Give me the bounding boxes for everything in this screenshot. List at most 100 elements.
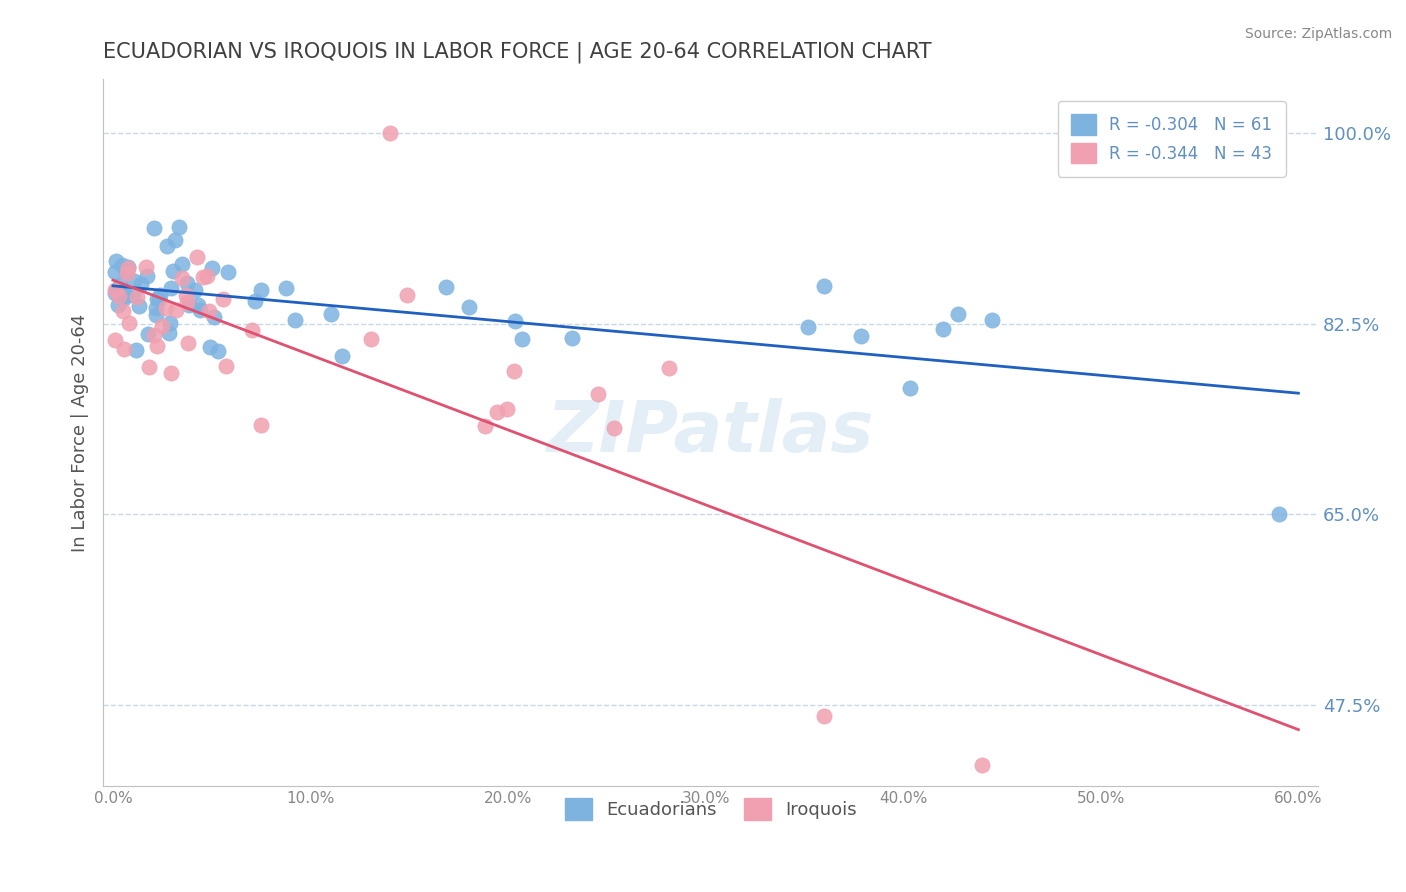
Point <box>107 285 129 300</box>
Point <box>211 292 233 306</box>
Point <box>360 332 382 346</box>
Point <box>474 418 496 433</box>
Point <box>330 349 353 363</box>
Point <box>115 266 138 280</box>
Point <box>586 387 609 401</box>
Point <box>149 288 172 302</box>
Point <box>142 221 165 235</box>
Point <box>496 402 519 417</box>
Point <box>138 359 160 374</box>
Point <box>561 331 583 345</box>
Point <box>111 304 134 318</box>
Point <box>198 304 221 318</box>
Point <box>146 339 169 353</box>
Legend: Ecuadorians, Iroquois: Ecuadorians, Iroquois <box>550 783 872 834</box>
Point <box>195 268 218 283</box>
Point <box>190 303 212 318</box>
Point <box>160 366 183 380</box>
Point <box>505 314 527 328</box>
Point <box>202 310 225 324</box>
Point <box>108 289 131 303</box>
Point <box>217 265 239 279</box>
Point <box>145 301 167 315</box>
Point <box>104 286 127 301</box>
Point <box>240 323 263 337</box>
Point <box>104 334 127 348</box>
Point <box>187 298 209 312</box>
Point <box>111 258 134 272</box>
Point <box>214 359 236 373</box>
Point <box>932 322 955 336</box>
Point <box>813 278 835 293</box>
Point <box>142 328 165 343</box>
Point <box>249 417 271 432</box>
Point <box>169 220 191 235</box>
Point <box>165 303 187 318</box>
Point <box>395 287 418 301</box>
Point <box>243 293 266 308</box>
Point <box>165 233 187 247</box>
Point <box>284 313 307 327</box>
Point <box>159 316 181 330</box>
Point <box>972 757 994 772</box>
Point <box>849 329 872 343</box>
Point <box>118 317 141 331</box>
Text: Source: ZipAtlas.com: Source: ZipAtlas.com <box>1244 27 1392 41</box>
Point <box>145 308 167 322</box>
Point <box>981 313 1004 327</box>
Point <box>135 268 157 283</box>
Point <box>797 319 820 334</box>
Point <box>170 270 193 285</box>
Point <box>177 298 200 312</box>
Point <box>198 340 221 354</box>
Point <box>201 260 224 275</box>
Point <box>813 708 835 723</box>
Point <box>186 251 208 265</box>
Point <box>1267 507 1289 521</box>
Point <box>157 326 180 340</box>
Point <box>125 343 148 358</box>
Point <box>122 274 145 288</box>
Point <box>108 278 131 293</box>
Point <box>145 293 167 307</box>
Point <box>193 269 215 284</box>
Point <box>898 381 921 395</box>
Point <box>104 254 127 268</box>
Point <box>122 288 145 302</box>
Point <box>458 301 481 315</box>
Point <box>378 126 401 140</box>
Point <box>503 364 526 378</box>
Point <box>150 318 173 333</box>
Point <box>129 277 152 291</box>
Point <box>112 342 135 356</box>
Y-axis label: In Labor Force | Age 20-64: In Labor Force | Age 20-64 <box>72 313 89 551</box>
Point <box>321 307 343 321</box>
Point <box>104 284 127 298</box>
Point <box>177 335 200 350</box>
Point <box>176 276 198 290</box>
Point <box>148 293 170 307</box>
Point <box>160 280 183 294</box>
Point <box>104 265 127 279</box>
Point <box>946 308 969 322</box>
Point <box>162 264 184 278</box>
Point <box>658 361 681 376</box>
Point <box>136 326 159 341</box>
Point <box>128 298 150 312</box>
Point <box>184 283 207 297</box>
Point <box>156 239 179 253</box>
Text: ZIPatlas: ZIPatlas <box>547 398 875 467</box>
Point <box>250 284 273 298</box>
Point <box>117 260 139 274</box>
Point <box>107 298 129 312</box>
Point <box>174 287 197 301</box>
Point <box>125 289 148 303</box>
Point <box>176 294 198 309</box>
Point <box>115 265 138 279</box>
Point <box>434 280 457 294</box>
Point <box>112 291 135 305</box>
Point <box>170 257 193 271</box>
Point <box>155 301 177 316</box>
Point <box>485 405 508 419</box>
Point <box>117 260 139 275</box>
